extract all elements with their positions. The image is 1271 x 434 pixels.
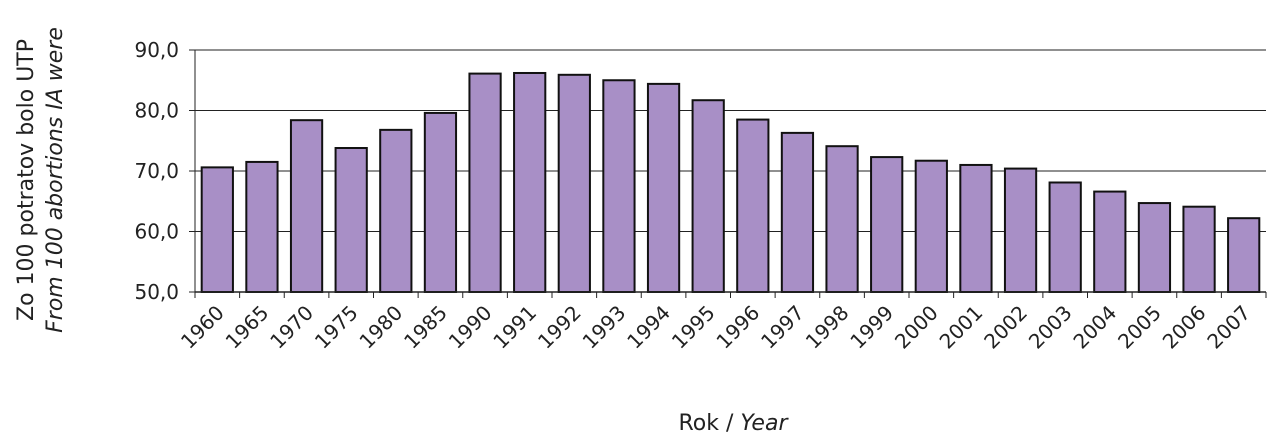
x-tick-label: 1992 [533,301,586,354]
bar [914,159,948,293]
x-tick-label: 1975 [310,301,363,354]
bar [1093,190,1127,294]
x-tick-label: 1980 [354,301,407,354]
bar [200,166,234,293]
bar [334,147,368,293]
bar [602,79,636,293]
x-tick-labels: 1960196519701975198019851990199119921993… [176,301,1255,354]
bar [1182,205,1216,294]
y-tick-label: 70,0 [134,159,179,183]
y-axis-title-line1: Zo 100 potratov bolo UTP [14,39,39,321]
x-tick-label: 1994 [622,301,675,354]
x-tick-label: 1993 [578,301,631,354]
bar [557,73,591,294]
y-axis-title-line2: From 100 abortions IA were [43,27,68,333]
x-tick-label: 1998 [801,301,854,354]
bar [959,163,993,293]
x-tick-label: 1965 [221,301,274,354]
x-axis-title: Rok / Year [679,411,790,434]
x-tick-label: 2001 [935,301,988,354]
x-tick-label: 2004 [1068,301,1121,354]
x-tick-label: 2005 [1113,301,1166,354]
bar [423,111,458,293]
x-tick-label: 1996 [711,301,764,354]
x-tick-label: 2003 [1024,301,1077,354]
x-tick-label: 1985 [399,301,452,354]
x-tick-label: 1991 [488,301,541,354]
bar [289,119,324,294]
gridlines [195,49,1266,232]
x-tick-label: 1999 [845,301,898,354]
bars [200,71,1261,294]
x-tick-label: 2006 [1158,301,1211,354]
bar [1137,202,1172,293]
x-tick-label: 2007 [1202,301,1255,354]
bar [468,72,502,293]
y-tick-label: 80,0 [134,99,179,123]
bar [379,128,413,293]
bar [780,131,815,293]
x-tick-label: 1960 [176,301,229,354]
bar [825,145,859,293]
bar [736,118,770,293]
bar [691,99,725,293]
x-axis-title-main: Rok / [679,411,741,434]
x-axis-title-italic: Year [740,411,789,434]
bar [1003,167,1038,293]
x-tick-label: 1995 [667,301,720,354]
bar [513,71,547,293]
bar [870,156,904,293]
bar [1227,217,1261,293]
y-tick-label: 50,0 [134,280,179,304]
y-tick-labels: 50,0 60,0 70,0 80,0 90,0 [134,38,179,304]
y-tick-label: 90,0 [134,38,179,62]
x-tick-label: 2000 [890,301,943,354]
x-tick-label: 1990 [444,301,497,354]
x-tick-label: 1970 [265,301,318,354]
y-tick-label: 60,0 [134,220,179,244]
axes [189,49,1267,298]
x-tick-label: 1997 [756,301,809,354]
bar [646,82,681,293]
bar [1048,181,1082,293]
bar [245,160,279,293]
x-tick-label: 2002 [979,301,1032,354]
